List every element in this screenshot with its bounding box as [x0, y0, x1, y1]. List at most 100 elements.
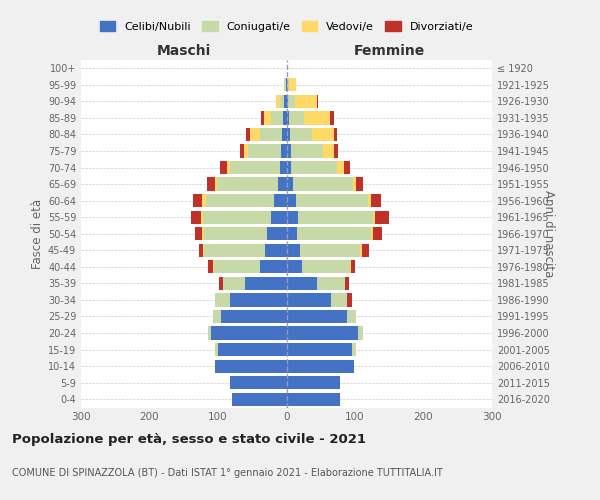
Bar — [298, 210, 373, 224]
Bar — [298, 227, 371, 240]
Bar — [223, 277, 245, 290]
Bar — [202, 227, 204, 240]
Bar — [215, 343, 218, 356]
Bar — [371, 227, 373, 240]
Bar — [287, 343, 352, 356]
Bar — [362, 244, 369, 257]
Bar — [213, 310, 221, 323]
Bar — [373, 227, 382, 240]
Bar — [289, 112, 304, 124]
Bar — [287, 360, 353, 373]
Bar — [344, 161, 350, 174]
Bar — [215, 294, 230, 306]
Bar — [191, 210, 201, 224]
Bar — [375, 210, 389, 224]
Bar — [218, 343, 287, 356]
Bar — [351, 260, 355, 274]
Bar — [286, 78, 287, 92]
Y-axis label: Anni di nascita: Anni di nascita — [542, 190, 555, 278]
Bar — [206, 194, 274, 207]
Bar — [276, 95, 280, 108]
Bar — [287, 392, 340, 406]
Bar — [280, 95, 284, 108]
Bar — [248, 144, 281, 158]
Bar — [204, 227, 268, 240]
Bar — [290, 144, 323, 158]
Bar — [230, 294, 287, 306]
Bar — [250, 128, 260, 141]
Bar — [368, 194, 371, 207]
Bar — [287, 128, 290, 141]
Bar — [265, 244, 287, 257]
Bar — [361, 244, 362, 257]
Bar — [352, 343, 356, 356]
Bar — [323, 144, 334, 158]
Text: Popolazione per età, sesso e stato civile - 2021: Popolazione per età, sesso e stato civil… — [12, 432, 366, 446]
Bar — [287, 294, 331, 306]
Bar — [371, 194, 381, 207]
Bar — [204, 244, 265, 257]
Bar — [287, 326, 358, 340]
Bar — [317, 277, 345, 290]
Text: Maschi: Maschi — [157, 44, 211, 58]
Bar — [280, 161, 287, 174]
Bar — [196, 227, 202, 240]
Bar — [300, 244, 361, 257]
Bar — [264, 112, 271, 124]
Bar — [350, 260, 351, 274]
Bar — [287, 144, 290, 158]
Bar — [220, 161, 227, 174]
Bar — [287, 260, 302, 274]
Bar — [302, 260, 350, 274]
Bar — [281, 144, 287, 158]
Bar — [373, 210, 375, 224]
Bar — [274, 194, 287, 207]
Bar — [304, 112, 331, 124]
Bar — [202, 194, 206, 207]
Bar — [203, 244, 204, 257]
Bar — [246, 128, 250, 141]
Bar — [212, 260, 214, 274]
Bar — [214, 260, 260, 274]
Text: COMUNE DI SPINAZZOLA (BT) - Dati ISTAT 1° gennaio 2021 - Elaborazione TUTTITALIA: COMUNE DI SPINAZZOLA (BT) - Dati ISTAT 1… — [12, 468, 443, 477]
Bar — [217, 178, 278, 190]
Bar — [268, 227, 287, 240]
Bar — [353, 178, 356, 190]
Bar — [207, 178, 215, 190]
Bar — [278, 178, 287, 190]
Bar — [260, 128, 282, 141]
Bar — [287, 376, 340, 390]
Bar — [284, 78, 286, 92]
Bar — [215, 360, 287, 373]
Bar — [334, 128, 337, 141]
Bar — [221, 310, 287, 323]
Bar — [331, 112, 334, 124]
Bar — [287, 227, 298, 240]
Bar — [203, 210, 271, 224]
Bar — [288, 95, 295, 108]
Bar — [287, 210, 298, 224]
Bar — [287, 161, 290, 174]
Bar — [293, 178, 353, 190]
Bar — [312, 128, 334, 141]
Bar — [347, 310, 356, 323]
Bar — [287, 194, 296, 207]
Bar — [244, 144, 248, 158]
Bar — [220, 277, 223, 290]
Bar — [287, 277, 317, 290]
Bar — [356, 178, 363, 190]
Bar — [347, 294, 352, 306]
Bar — [287, 244, 300, 257]
Bar — [230, 161, 280, 174]
Bar — [232, 392, 287, 406]
Bar — [287, 95, 288, 108]
Bar — [283, 112, 287, 124]
Y-axis label: Fasce di età: Fasce di età — [31, 198, 44, 269]
Bar — [211, 326, 287, 340]
Bar — [271, 210, 287, 224]
Bar — [287, 178, 293, 190]
Bar — [260, 260, 287, 274]
Bar — [287, 310, 347, 323]
Bar — [337, 161, 344, 174]
Bar — [261, 112, 264, 124]
